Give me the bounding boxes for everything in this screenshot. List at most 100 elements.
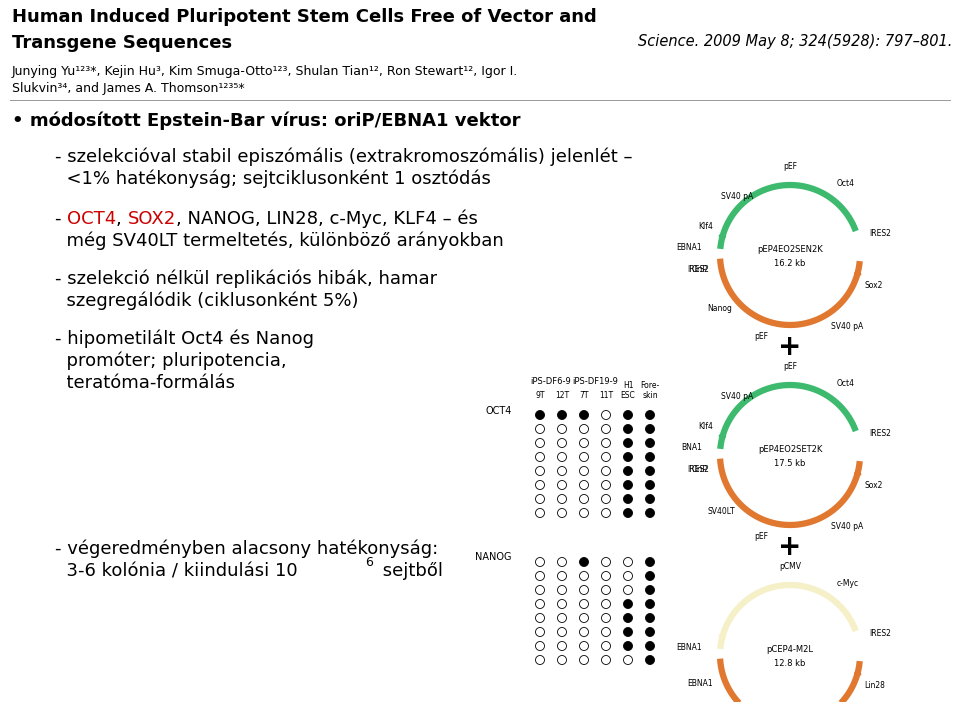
Text: teratóma-formálás: teratóma-formálás [55,374,235,392]
Text: <1% hatékonyság; sejtciklusonként 1 osztódás: <1% hatékonyság; sejtciklusonként 1 oszt… [55,170,491,189]
Text: OriP: OriP [692,265,708,274]
Circle shape [645,557,655,567]
Text: OCT4: OCT4 [67,210,116,228]
Text: pEP4EO2SEN2K: pEP4EO2SEN2K [757,244,823,253]
Text: EBNA1: EBNA1 [677,642,702,651]
Text: SV40 pA: SV40 pA [721,392,754,401]
Circle shape [623,411,633,420]
Text: 3-6 kolónia / kiindulási 10: 3-6 kolónia / kiindulási 10 [55,562,298,580]
Circle shape [623,628,633,637]
Circle shape [645,467,655,475]
Circle shape [623,467,633,475]
Text: Sox2: Sox2 [864,281,882,290]
Circle shape [645,425,655,434]
Text: Transgene Sequences: Transgene Sequences [12,34,232,52]
Circle shape [580,411,588,420]
Text: még SV40LT termeltetés, különböző arányokban: még SV40LT termeltetés, különböző arányo… [55,232,504,251]
Circle shape [645,571,655,581]
Circle shape [645,508,655,517]
Text: OriP: OriP [692,465,708,474]
Text: 7T: 7T [579,391,588,400]
Text: iPS-DF19-9: iPS-DF19-9 [572,377,618,386]
Circle shape [580,557,588,567]
Text: IRES2: IRES2 [869,629,891,638]
Text: pCEP4-M2L: pCEP4-M2L [766,644,813,654]
Text: pEF: pEF [755,331,768,340]
Text: IRES2: IRES2 [869,430,891,438]
Circle shape [645,656,655,665]
Circle shape [645,642,655,651]
Circle shape [623,439,633,447]
Text: 12T: 12T [555,391,569,400]
Text: +: + [779,333,802,361]
Circle shape [645,411,655,420]
Text: EBNA1: EBNA1 [687,679,713,687]
Text: pEP4EO2SET2K: pEP4EO2SET2K [757,444,822,453]
Text: - hipometilált Oct4 és Nanog: - hipometilált Oct4 és Nanog [55,330,314,348]
Text: IRES2: IRES2 [687,265,709,274]
Text: 11T: 11T [599,391,613,400]
Text: SV40 pA: SV40 pA [831,322,863,331]
Text: NANOG: NANOG [475,552,512,562]
Circle shape [645,628,655,637]
Text: Lin28: Lin28 [864,681,885,689]
Text: Junying Yu¹²³*, Kejin Hu³, Kim Smuga-Otto¹²³, Shulan Tian¹², Ron Stewart¹², Igor: Junying Yu¹²³*, Kejin Hu³, Kim Smuga-Ott… [12,65,518,78]
Text: - végeredményben alacsony hatékonyság:: - végeredményben alacsony hatékonyság: [55,540,439,559]
Text: 9T: 9T [536,391,544,400]
Text: pEF: pEF [783,362,797,371]
Text: BNA1: BNA1 [682,442,702,451]
Text: SV40LT: SV40LT [708,507,735,516]
Text: 12.8 kb: 12.8 kb [775,658,805,668]
Text: SV40 pA: SV40 pA [721,192,754,201]
Text: Klf4: Klf4 [698,423,713,432]
Circle shape [645,600,655,609]
Text: Oct4: Oct4 [837,179,855,188]
Circle shape [623,425,633,434]
Text: SV40 pA: SV40 pA [831,522,863,531]
Text: promóter; pluripotencia,: promóter; pluripotencia, [55,352,287,371]
Circle shape [645,614,655,623]
Text: Human Induced Pluripotent Stem Cells Free of Vector and: Human Induced Pluripotent Stem Cells Fre… [12,8,597,26]
Text: - szelekció nélkül replikációs hibák, hamar: - szelekció nélkül replikációs hibák, ha… [55,270,437,289]
Text: Nanog: Nanog [708,304,732,313]
Text: Klf4: Klf4 [698,223,713,232]
Text: pEF: pEF [783,162,797,171]
Circle shape [645,480,655,489]
Text: Fore-
skin: Fore- skin [640,380,660,400]
Circle shape [623,600,633,609]
Circle shape [645,585,655,595]
Circle shape [623,453,633,461]
Text: ,: , [116,210,128,228]
Text: , NANOG, LIN28, c-Myc, KLF4 – és: , NANOG, LIN28, c-Myc, KLF4 – és [177,210,478,228]
Text: 6: 6 [365,556,372,569]
Text: Oct4: Oct4 [837,379,855,388]
Text: SOX2: SOX2 [128,210,177,228]
Text: -: - [55,210,67,228]
Circle shape [645,453,655,461]
Circle shape [623,642,633,651]
Text: EBNA1: EBNA1 [677,242,702,251]
Circle shape [623,480,633,489]
Text: IRES2: IRES2 [687,465,709,474]
Text: Sox2: Sox2 [864,481,882,490]
Text: pCMV: pCMV [779,562,801,571]
Text: sejtből: sejtből [377,562,443,580]
Text: - szelekcióval stabil episzómális (extrakromoszómális) jelenlét –: - szelekcióval stabil episzómális (extra… [55,148,633,166]
Circle shape [645,439,655,447]
Text: szegregálódik (ciklusonként 5%): szegregálódik (ciklusonként 5%) [55,292,358,310]
Text: pEF: pEF [755,531,768,541]
Text: +: + [779,533,802,561]
Text: Science. 2009 May 8; 324(5928): 797–801.: Science. 2009 May 8; 324(5928): 797–801. [637,34,952,49]
Text: IRES2: IRES2 [869,230,891,238]
Text: c-Myc: c-Myc [837,579,859,588]
Circle shape [558,411,566,420]
Text: 16.2 kb: 16.2 kb [775,258,805,267]
Text: Slukvin³⁴, and James A. Thomson¹²³⁵*: Slukvin³⁴, and James A. Thomson¹²³⁵* [12,82,245,95]
Text: 17.5 kb: 17.5 kb [775,458,805,468]
Text: • módosított Epstein-Bar vírus: oriP/EBNA1 vektor: • módosított Epstein-Bar vírus: oriP/EBN… [12,112,520,131]
Text: H1
ESC: H1 ESC [620,380,636,400]
Circle shape [623,614,633,623]
Circle shape [623,494,633,503]
Circle shape [645,494,655,503]
Circle shape [536,411,544,420]
